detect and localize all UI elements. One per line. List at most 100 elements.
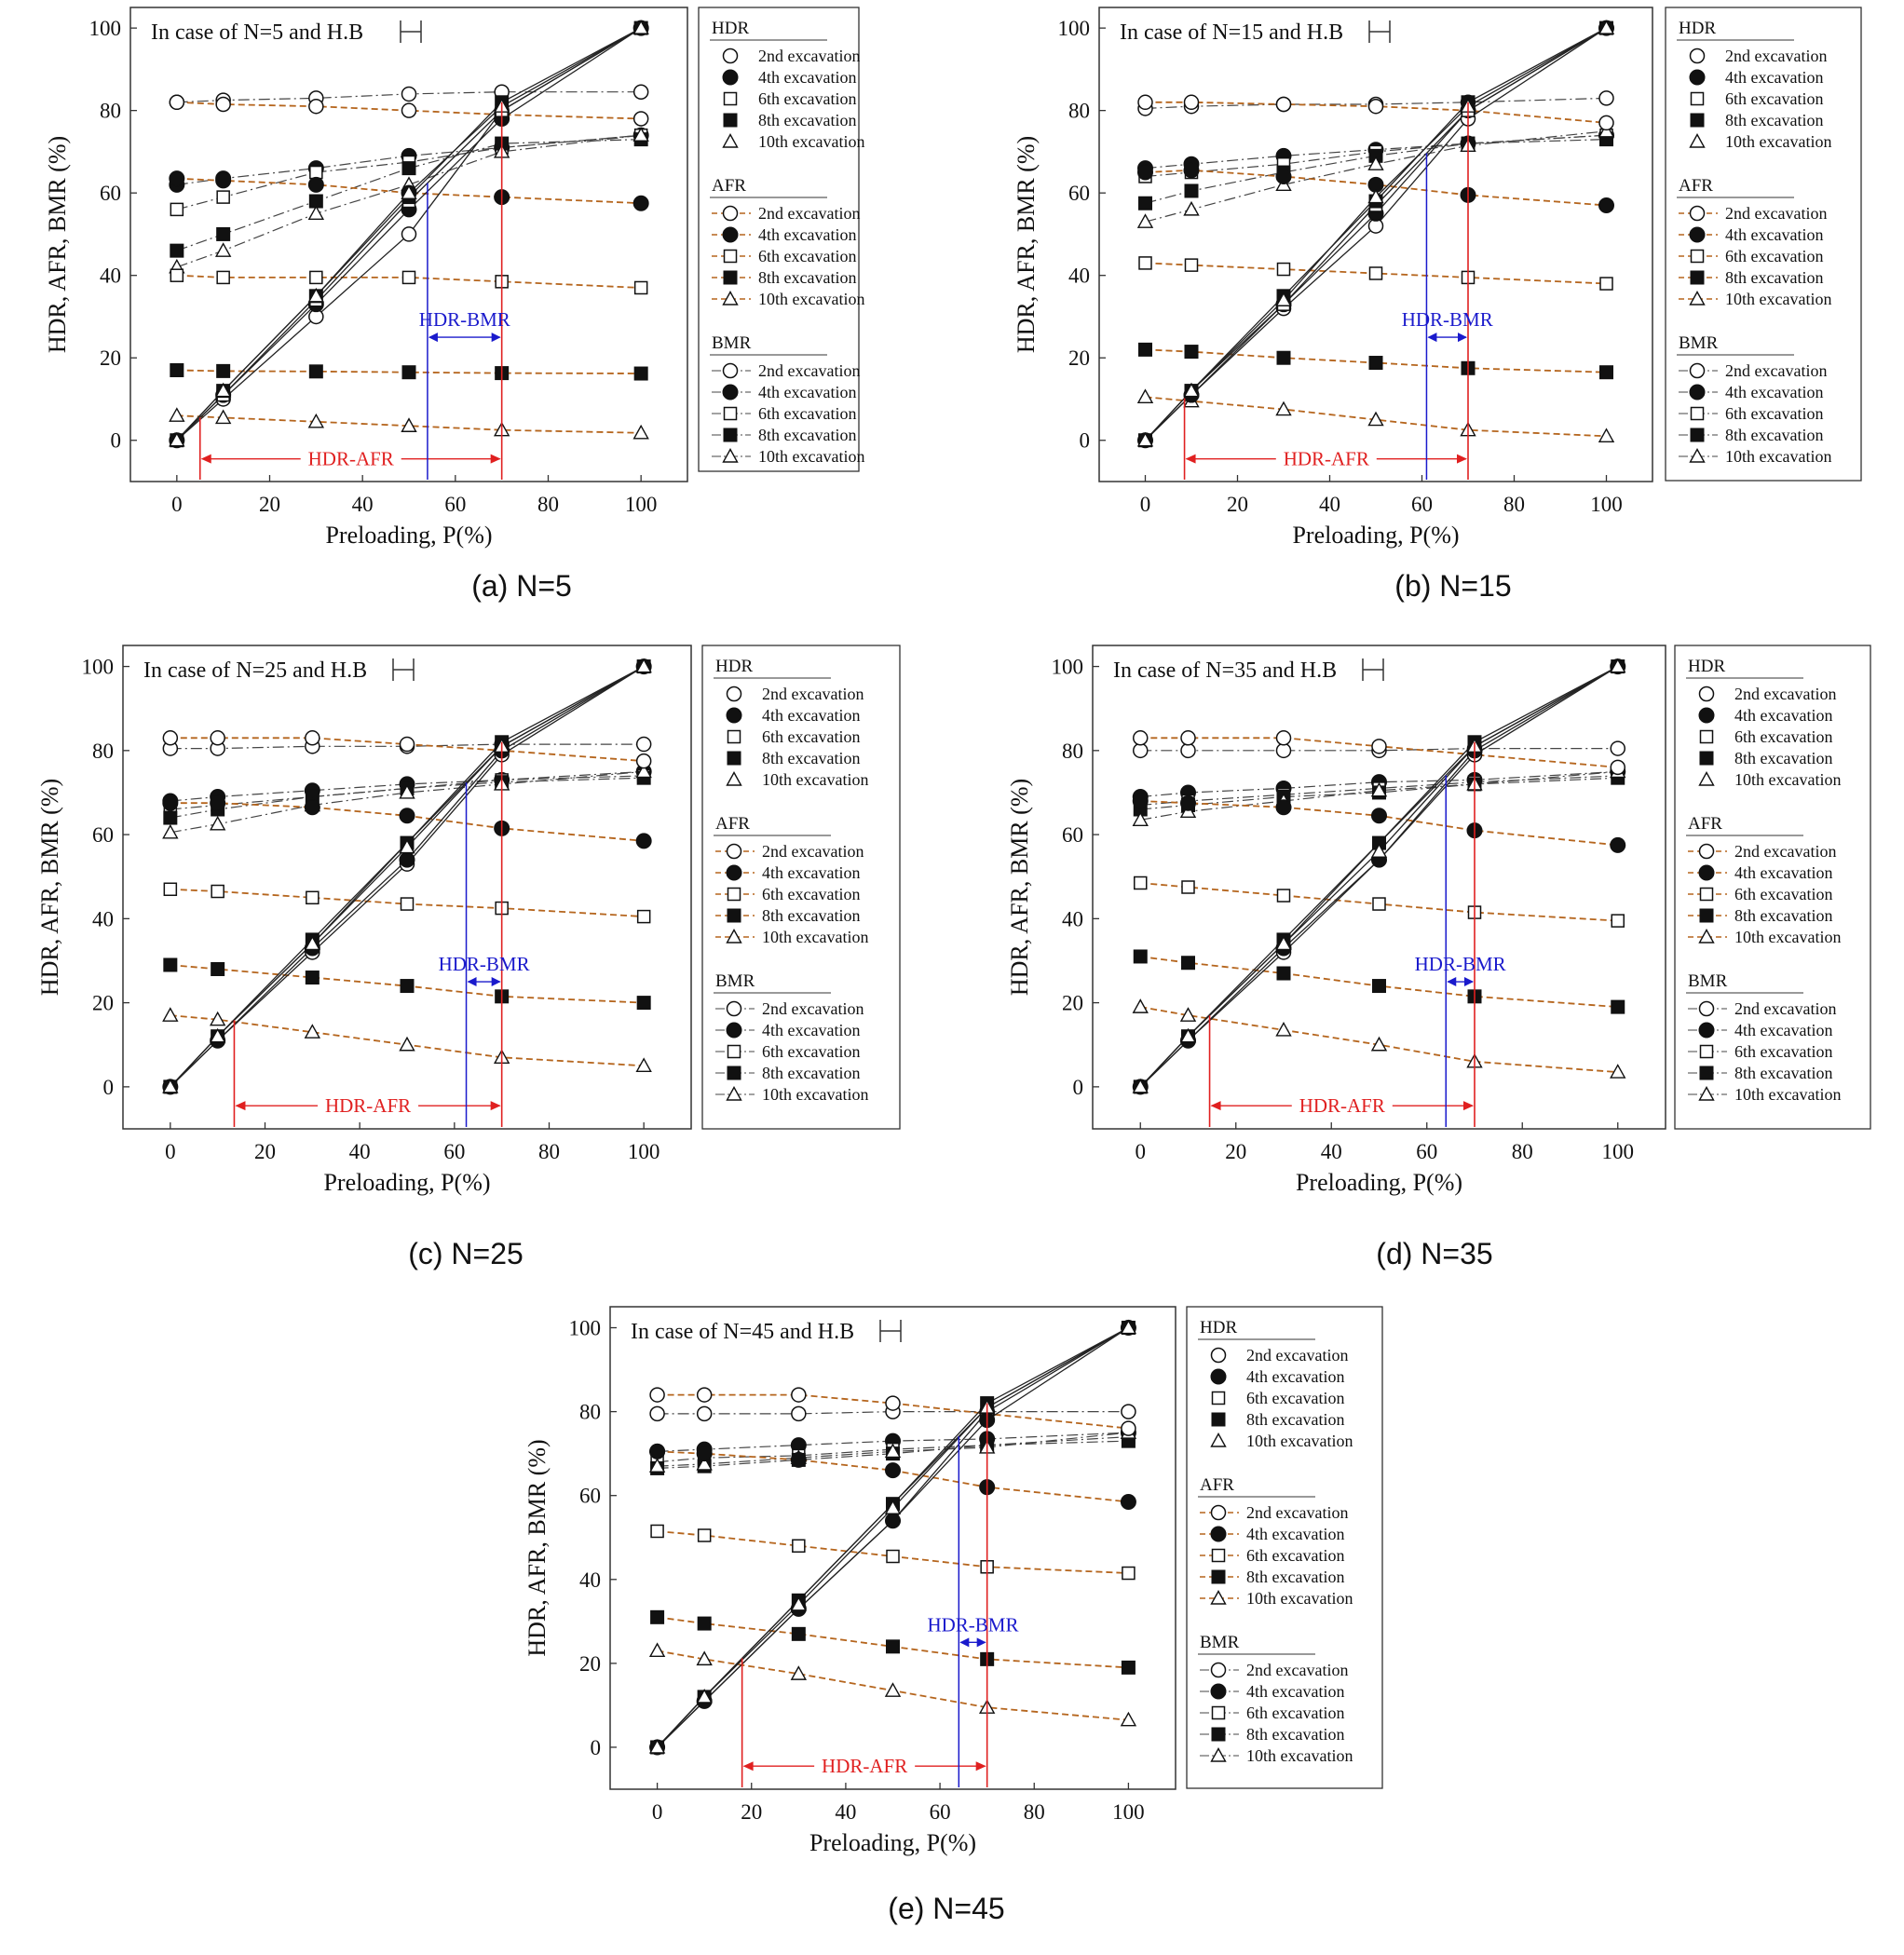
afr-point — [1134, 876, 1148, 890]
hdr-point — [1598, 20, 1615, 34]
legend-marker-open-circle-icon — [1698, 1000, 1715, 1017]
legend-item-label: 8th excavation — [758, 268, 856, 287]
y-tick-label: 80 — [1068, 100, 1090, 123]
hdr-bmr-label: HDR-BMR — [419, 308, 510, 331]
legend-marker-filled-circle-icon — [1698, 864, 1715, 881]
bmr-series-line — [176, 134, 642, 268]
afr-point — [1611, 999, 1625, 1014]
afr-point — [1598, 115, 1614, 131]
bmr-series-line — [1140, 748, 1618, 752]
afr-series-line — [176, 101, 642, 120]
afr-point — [1137, 94, 1153, 111]
hdr-point — [399, 851, 415, 868]
afr-point — [308, 98, 324, 115]
y-axis-label: HDR, AFR, BMR (%) — [1013, 136, 1040, 353]
afr-point — [632, 111, 649, 127]
bmr-point — [216, 226, 231, 241]
bmr-point — [632, 84, 649, 100]
afr-point — [1275, 401, 1292, 416]
legend-item-label: 2nd excavation — [1725, 361, 1827, 380]
legend-item-label: 8th excavation — [1734, 1064, 1832, 1082]
legend-marker-open-square-icon — [1211, 1705, 1226, 1720]
afr-point — [1181, 956, 1195, 971]
bmr-point — [1598, 90, 1614, 106]
afr-point — [1599, 365, 1613, 380]
legend-marker-filled-circle-icon — [1698, 707, 1715, 724]
legend-item-label: 8th excavation — [762, 749, 860, 767]
afr-series-line — [1145, 262, 1607, 285]
bmr-series-line — [657, 1436, 1129, 1463]
afr-point — [1122, 1566, 1136, 1581]
legend-item-label: 4th excavation — [1725, 68, 1823, 87]
legend-item-label: 6th excavation — [1725, 89, 1823, 108]
afr-point — [1276, 889, 1291, 903]
legend-marker-open-triangle-icon — [1210, 1590, 1227, 1605]
afr-series-line — [657, 1393, 1129, 1430]
afr-point — [400, 897, 415, 911]
legend-item-label: 2nd excavation — [762, 685, 864, 703]
afr-point — [884, 1682, 902, 1697]
afr-point — [401, 417, 417, 432]
legend-item-label: 6th excavation — [1734, 885, 1832, 903]
afr-series-line — [176, 369, 642, 374]
afr-point — [169, 407, 185, 422]
panel-title: In case of N=45 and H.B — [631, 1320, 854, 1344]
legend-item-label: 4th excavation — [1734, 706, 1832, 725]
legend-item-label: 4th excavation — [1246, 1525, 1344, 1543]
hdr-point — [635, 658, 652, 673]
afr-point — [1138, 342, 1152, 357]
afr-point — [792, 1539, 806, 1553]
legend-item-label: 2nd excavation — [758, 204, 860, 223]
bmr-series-line — [657, 1432, 1129, 1467]
hdr-afr-label-bg — [1275, 446, 1377, 471]
legend-marker-filled-square-icon — [1211, 1569, 1226, 1584]
hdr-series-line — [176, 27, 642, 441]
bracket-icon — [400, 20, 422, 43]
bmr-series-line — [657, 1411, 1129, 1415]
legend-group-title: BMR — [1200, 1633, 1240, 1652]
hdr-point — [162, 1078, 179, 1093]
afr-point — [697, 1528, 712, 1542]
x-axis-label: Preloading, P(%) — [325, 522, 492, 549]
afr-point — [215, 96, 231, 113]
bmr-point — [1367, 156, 1384, 170]
x-tick-label: 40 — [835, 1800, 856, 1824]
afr-point — [1275, 168, 1292, 184]
legend-marker-filled-circle-icon — [722, 226, 739, 243]
afr-point — [1138, 256, 1152, 270]
x-tick-label: 20 — [1227, 493, 1248, 516]
afr-point — [304, 799, 320, 816]
y-axis-label: HDR, AFR, BMR (%) — [44, 136, 71, 353]
afr-point — [215, 172, 232, 189]
legend-group-title: HDR — [1200, 1318, 1237, 1337]
afr-point — [1133, 730, 1149, 746]
afr-point — [1183, 162, 1200, 179]
x-tick-label: 80 — [538, 1140, 560, 1163]
legend-item-label: 2nd excavation — [762, 842, 864, 861]
legend-item-label: 10th excavation — [758, 447, 864, 466]
legend-item-label: 4th excavation — [1246, 1367, 1344, 1386]
legend-marker-filled-square-icon — [723, 428, 738, 442]
afr-point — [633, 366, 648, 381]
bmr-point — [648, 1458, 666, 1473]
afr-point — [401, 102, 417, 118]
legend-item-label: 8th excavation — [762, 1064, 860, 1082]
bmr-point — [884, 1443, 902, 1459]
legend-item-label: 4th excavation — [762, 706, 860, 725]
panel-caption: (b) N=15 — [1394, 569, 1511, 603]
afr-point — [1370, 1036, 1388, 1052]
y-tick-label: 40 — [92, 907, 114, 930]
legend-marker-filled-circle-icon — [1689, 69, 1706, 86]
afr-series-line — [176, 177, 642, 205]
legend-item-label: 6th excavation — [758, 247, 856, 265]
panel-caption: (c) N=25 — [408, 1237, 524, 1270]
legend-group-title: BMR — [712, 333, 752, 353]
afr-point — [1598, 428, 1615, 443]
bmr-series-line — [1140, 777, 1618, 810]
afr-point — [210, 794, 226, 811]
afr-point — [635, 753, 652, 769]
hdr-bmr-label: HDR-BMR — [439, 953, 530, 975]
x-tick-label: 20 — [741, 1800, 762, 1824]
arrowhead-icon — [200, 454, 211, 464]
